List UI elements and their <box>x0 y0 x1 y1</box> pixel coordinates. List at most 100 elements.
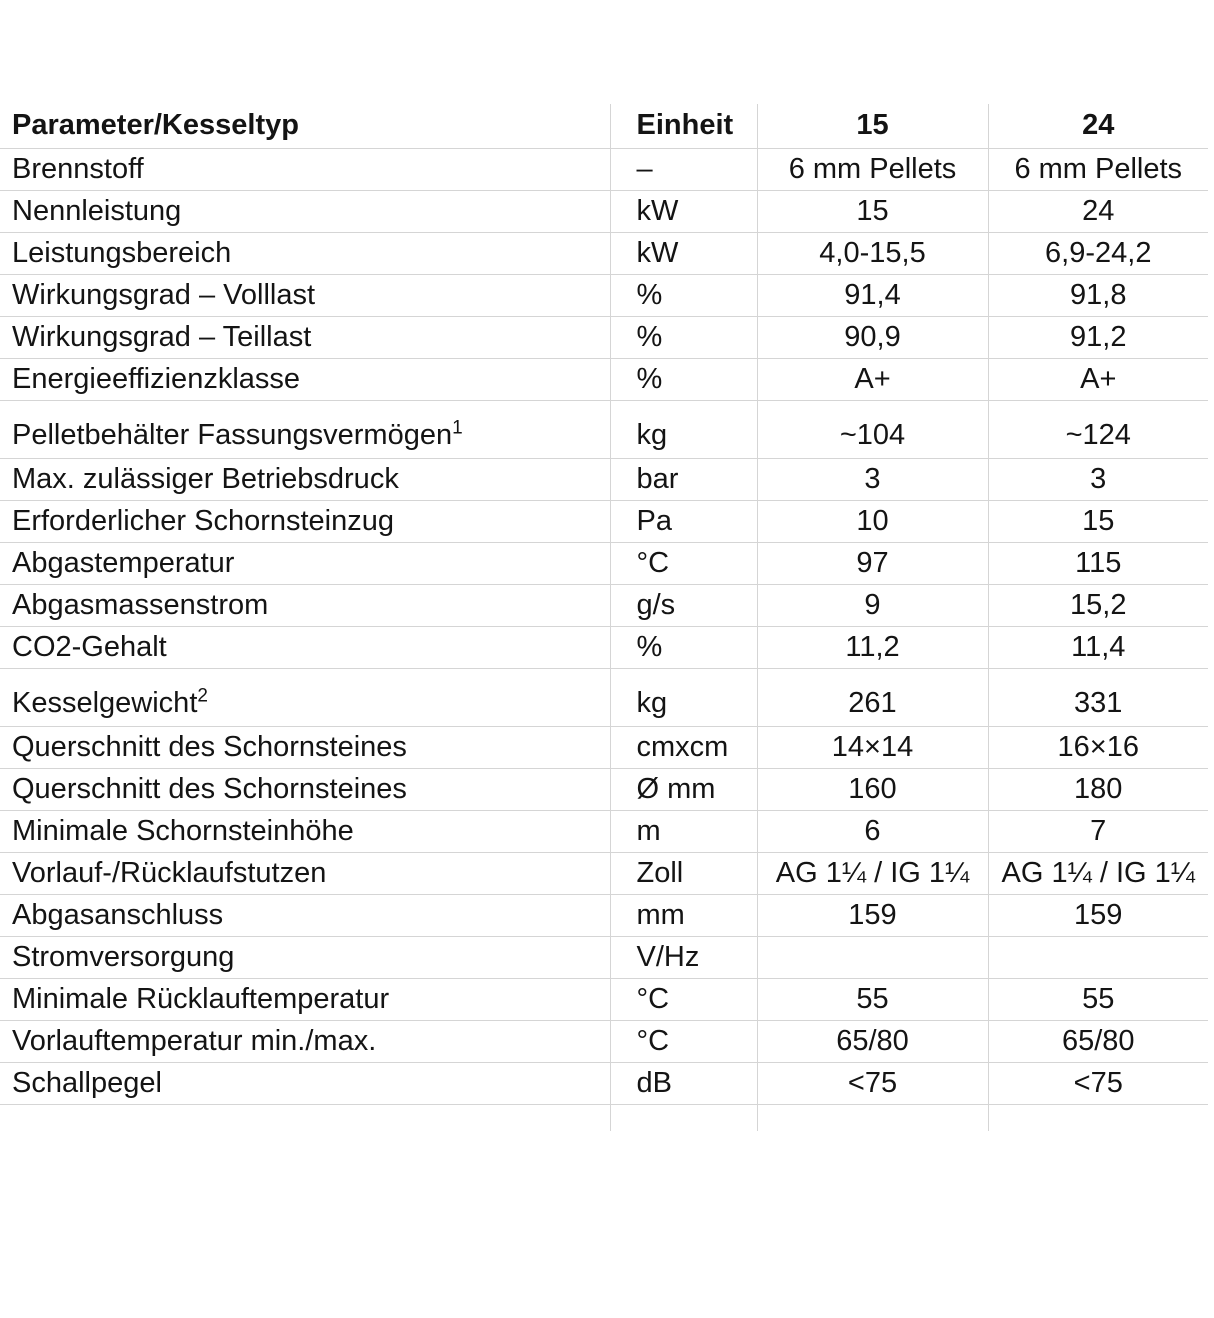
param-cell: Kesselgewicht2 <box>0 668 611 727</box>
unit-cell: kg <box>610 400 758 459</box>
value-24-cell: 15,2 <box>988 584 1208 627</box>
table-row: Querschnitt des Schornsteines Ø mm 160 1… <box>0 768 1208 811</box>
value-15-cell: A+ <box>757 358 989 401</box>
param-label: Leistungsbereich <box>12 236 232 269</box>
header-parameter: Parameter/Kesseltyp <box>0 104 611 149</box>
param-cell: Nennleistung <box>0 190 611 233</box>
table-row: Wirkungsgrad – Teillast % 90,9 91,2 <box>0 316 1208 359</box>
table-row: Minimale Schornsteinhöhe m 6 7 <box>0 810 1208 853</box>
value-15-cell: 11,2 <box>757 626 989 669</box>
value-15-cell: <75 <box>757 1062 989 1105</box>
param-cell: Minimale Schornsteinhöhe <box>0 810 611 853</box>
param-cell: Abgasanschluss <box>0 894 611 937</box>
table-row: Max. zulässiger Betriebsdruck bar 3 3 <box>0 458 1208 501</box>
empty-param-cell <box>0 1104 611 1131</box>
spec-sheet: Parameter/Kesseltyp Einheit 15 24 Brenns… <box>0 104 1214 1318</box>
param-label: Vorlauf-/Rücklaufstutzen <box>12 856 327 889</box>
table-row: Schallpegel dB <75 <75 <box>0 1062 1208 1105</box>
value-15-cell: 3 <box>757 458 989 501</box>
value-15-cell: 159 <box>757 894 989 937</box>
table-row: Abgasmassenstrom g/s 9 15,2 <box>0 584 1208 627</box>
unit-cell: – <box>610 148 758 191</box>
value-15-cell: 4,0-15,5 <box>757 232 989 275</box>
spec-table-body: Brennstoff – 6 mm Pellets 6 mm Pellets N… <box>0 148 1208 1105</box>
value-15-cell: 160 <box>757 768 989 811</box>
param-label: Brennstoff <box>12 152 144 185</box>
unit-cell: % <box>610 274 758 317</box>
table-row: Kesselgewicht2 kg 261 331 <box>0 668 1208 727</box>
param-cell: Abgastemperatur <box>0 542 611 585</box>
param-label: Minimale Schornsteinhöhe <box>12 814 354 847</box>
value-24-cell: 180 <box>988 768 1208 811</box>
value-24-cell: 16×16 <box>988 726 1208 769</box>
unit-cell: dB <box>610 1062 758 1105</box>
table-row: Abgastemperatur °C 97 115 <box>0 542 1208 585</box>
param-label: Stromversorgung <box>12 940 235 973</box>
table-row: Minimale Rücklauftemperatur °C 55 55 <box>0 978 1208 1021</box>
param-cell: Abgasmassenstrom <box>0 584 611 627</box>
value-24-cell: <75 <box>988 1062 1208 1105</box>
param-label: Kesselgewicht <box>12 687 198 720</box>
value-24-cell: ~124 <box>988 400 1208 459</box>
unit-cell: Pa <box>610 500 758 543</box>
table-row: Querschnitt des Schornsteines cmxcm 14×1… <box>0 726 1208 769</box>
table-row: Abgasanschluss mm 159 159 <box>0 894 1208 937</box>
param-label: Querschnitt des Schornsteines <box>12 730 407 763</box>
value-24-cell: AG 1¼ / IG 1¼ <box>988 852 1208 895</box>
param-cell: Minimale Rücklauftemperatur <box>0 978 611 1021</box>
unit-cell: g/s <box>610 584 758 627</box>
value-24-cell: 91,8 <box>988 274 1208 317</box>
header-einheit: Einheit <box>610 104 758 149</box>
param-cell: Querschnitt des Schornsteines <box>0 768 611 811</box>
value-15-cell: 65/80 <box>757 1020 989 1063</box>
param-label: Abgastemperatur <box>12 546 235 579</box>
param-cell: Leistungsbereich <box>0 232 611 275</box>
table-row: CO2-Gehalt % 11,2 11,4 <box>0 626 1208 669</box>
param-label: Wirkungsgrad – Teillast <box>12 320 312 353</box>
value-15-cell: ~104 <box>757 400 989 459</box>
param-label: CO2-Gehalt <box>12 630 167 663</box>
param-label: Querschnitt des Schornsteines <box>12 772 407 805</box>
unit-cell: kg <box>610 668 758 727</box>
value-24-cell: 11,4 <box>988 626 1208 669</box>
param-cell: Wirkungsgrad – Volllast <box>0 274 611 317</box>
param-label: Pelletbehälter Fassungsvermögen <box>12 419 453 452</box>
value-15-cell: 10 <box>757 500 989 543</box>
header-model-15: 15 <box>757 104 989 149</box>
unit-cell: °C <box>610 1020 758 1063</box>
param-cell: Max. zulässiger Betriebsdruck <box>0 458 611 501</box>
unit-cell: kW <box>610 232 758 275</box>
value-24-cell: 65/80 <box>988 1020 1208 1063</box>
value-24-cell: 7 <box>988 810 1208 853</box>
boiler-spec-table: Parameter/Kesseltyp Einheit 15 24 Brenns… <box>0 104 1208 1131</box>
unit-cell: mm <box>610 894 758 937</box>
value-24-cell: 15 <box>988 500 1208 543</box>
table-row: Vorlauftemperatur min./max. °C 65/80 65/… <box>0 1020 1208 1063</box>
header-model-24: 24 <box>988 104 1208 149</box>
value-15-cell: 90,9 <box>757 316 989 359</box>
empty-value-24-cell <box>988 1105 1208 1132</box>
param-cell: Wirkungsgrad – Teillast <box>0 316 611 359</box>
unit-cell: Zoll <box>610 852 758 895</box>
unit-cell: % <box>610 358 758 401</box>
table-row: Stromversorgung V/Hz <box>0 936 1208 979</box>
unit-cell: V/Hz <box>610 936 758 979</box>
param-label: Erforderlicher Schornsteinzug <box>12 504 395 537</box>
table-row: Pelletbehälter Fassungsvermögen1 kg ~104… <box>0 400 1208 459</box>
param-label: Abgasmassenstrom <box>12 588 269 621</box>
param-cell: Schallpegel <box>0 1062 611 1105</box>
param-label: Energieeffizienzklasse <box>12 362 301 395</box>
value-15-cell: 55 <box>757 978 989 1021</box>
value-15-cell: AG 1¼ / IG 1¼ <box>757 852 989 895</box>
value-15-cell: 14×14 <box>757 726 989 769</box>
param-label: Abgasanschluss <box>12 898 224 931</box>
header-row: Parameter/Kesseltyp Einheit 15 24 <box>0 104 1208 149</box>
value-24-cell: 331 <box>988 668 1208 727</box>
param-cell: Erforderlicher Schornsteinzug <box>0 500 611 543</box>
param-label: Wirkungsgrad – Volllast <box>12 278 316 311</box>
param-cell: Vorlauftemperatur min./max. <box>0 1020 611 1063</box>
table-row: Wirkungsgrad – Volllast % 91,4 91,8 <box>0 274 1208 317</box>
param-label: Nennleistung <box>12 194 182 227</box>
value-24-cell: A+ <box>988 358 1208 401</box>
value-15-cell <box>757 936 989 979</box>
